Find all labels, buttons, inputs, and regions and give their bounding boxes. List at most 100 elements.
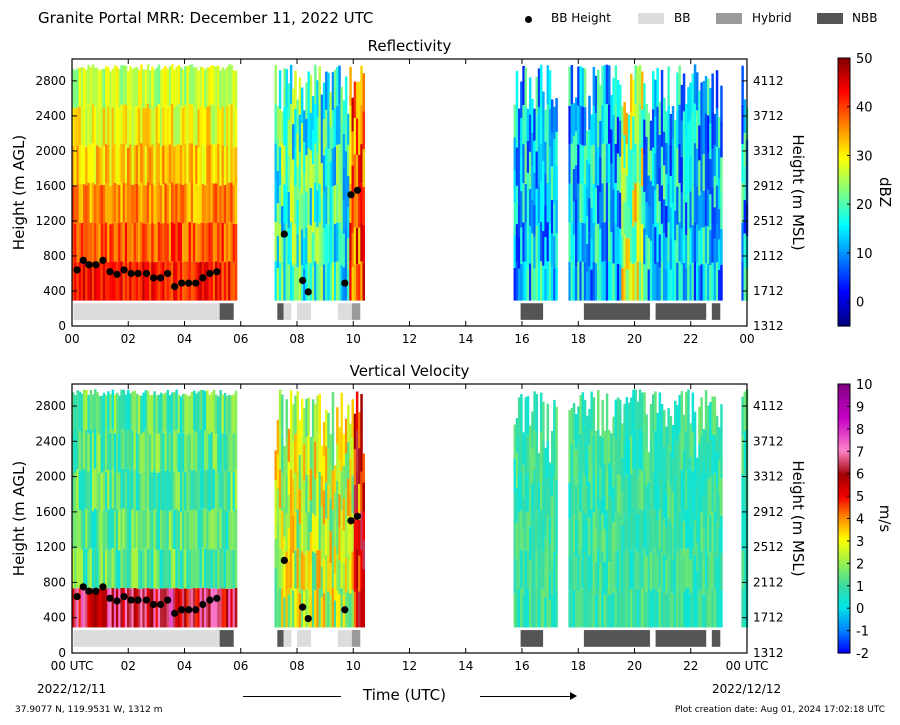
heatmap-cell xyxy=(704,263,708,301)
heatmap-cell xyxy=(630,262,633,301)
heatmap-cell xyxy=(599,563,602,596)
heatmap-cell xyxy=(513,104,517,138)
colorbar-cell xyxy=(838,650,850,654)
heatmap-cell xyxy=(184,261,187,301)
heatmap-cell xyxy=(597,108,600,147)
heatmap-cell xyxy=(190,103,194,144)
heatmap-cell xyxy=(307,186,310,225)
heatmap-cell xyxy=(232,147,236,186)
heatmap-cell xyxy=(276,203,280,236)
heatmap-cell xyxy=(320,506,324,537)
heatmap-cell xyxy=(122,469,126,509)
heatmap-cell xyxy=(344,151,348,189)
heatmap-cell xyxy=(294,588,297,628)
heatmap-cell xyxy=(709,477,712,515)
heatmap-cell xyxy=(553,139,556,172)
heatmap-cell xyxy=(583,399,587,438)
heatmap-cell xyxy=(294,434,297,473)
heatmap-cell xyxy=(285,513,288,552)
heatmap-cell xyxy=(98,223,101,263)
heatmap-cell xyxy=(621,491,624,526)
heatmap-cell xyxy=(667,144,670,184)
colorbar-cell xyxy=(838,422,850,425)
heatmap-cell xyxy=(199,469,203,509)
heatmap-cell xyxy=(127,469,130,509)
heatmap-cell xyxy=(351,199,354,233)
bb-height-point xyxy=(304,288,312,296)
y-tick-label: 400 xyxy=(43,611,66,625)
heatmap-cell xyxy=(320,197,324,232)
heatmap-cell xyxy=(74,395,77,434)
heatmap-cell xyxy=(333,69,337,109)
heatmap-cell xyxy=(687,508,690,549)
colorbar-cell xyxy=(838,603,850,607)
colorbar-cell xyxy=(838,263,850,267)
heatmap-cell xyxy=(676,442,679,480)
colorbar-cell xyxy=(838,91,850,95)
heatmap-cell xyxy=(625,512,629,551)
heatmap-cell xyxy=(138,108,141,148)
heatmap-cell xyxy=(171,143,174,183)
heatmap-cell xyxy=(691,588,695,628)
heatmap-cell xyxy=(320,128,324,164)
heatmap-cell xyxy=(577,144,580,184)
heatmap-cell xyxy=(597,390,600,430)
heatmap-cell xyxy=(300,194,304,230)
heatmap-cell xyxy=(72,509,75,550)
heatmap-cell xyxy=(322,456,326,491)
heatmap-cell xyxy=(195,145,198,184)
heatmap-cell xyxy=(586,272,589,301)
heatmap-cell xyxy=(153,185,156,224)
heatmap-cell xyxy=(177,104,181,144)
heatmap-cell xyxy=(616,589,620,628)
heatmap-cell xyxy=(696,542,699,571)
heatmap-cell xyxy=(217,104,220,144)
heatmap-cell xyxy=(581,549,585,589)
heatmap-cell xyxy=(741,588,744,628)
heatmap-cell xyxy=(322,264,326,301)
colorbar-cell xyxy=(838,558,850,562)
heatmap-cell xyxy=(643,119,646,156)
heatmap-cell xyxy=(142,470,145,511)
heatmap-cell xyxy=(592,105,596,145)
heatmap-cell xyxy=(696,599,699,628)
heatmap-cell xyxy=(303,480,306,518)
heatmap-cell xyxy=(289,222,293,262)
heatmap-cell xyxy=(625,144,629,176)
heatmap-cell xyxy=(160,470,163,511)
heatmap-cell xyxy=(696,72,699,111)
heatmap-cell xyxy=(228,103,231,144)
heatmap-cell xyxy=(153,469,156,510)
bb-type-nbb xyxy=(219,630,234,647)
heatmap-cell xyxy=(347,144,350,176)
heatmap-cell xyxy=(184,393,187,433)
heatmap-cell xyxy=(592,183,596,223)
heatmap-cell xyxy=(351,232,354,267)
heatmap-cell xyxy=(153,262,156,301)
heatmap-cell xyxy=(340,158,343,194)
heatmap-cell xyxy=(133,509,137,549)
heatmap-cell xyxy=(316,395,319,435)
heatmap-cell xyxy=(186,396,189,435)
heatmap-cell xyxy=(515,147,519,186)
heatmap-cell xyxy=(741,512,744,551)
colorbar-cell xyxy=(838,516,850,520)
heatmap-cell xyxy=(94,223,97,262)
heatmap-cell xyxy=(96,588,99,628)
heatmap-cell xyxy=(89,183,93,223)
heatmap-cell xyxy=(197,185,200,225)
heatmap-cell xyxy=(314,182,317,222)
heatmap-cell xyxy=(230,143,233,183)
heatmap-cell xyxy=(351,589,354,628)
colorbar-cell xyxy=(838,194,850,198)
heatmap-cell xyxy=(221,67,225,107)
heatmap-cell xyxy=(118,395,121,435)
heatmap-cell xyxy=(311,589,315,628)
heatmap-cell xyxy=(715,521,719,557)
heatmap-cell xyxy=(322,118,326,156)
heatmap-cell xyxy=(184,183,187,223)
heatmap-cell xyxy=(138,147,141,186)
heatmap-cell xyxy=(171,588,174,628)
colorbar-cell xyxy=(838,570,850,573)
heatmap-cell xyxy=(135,183,139,223)
